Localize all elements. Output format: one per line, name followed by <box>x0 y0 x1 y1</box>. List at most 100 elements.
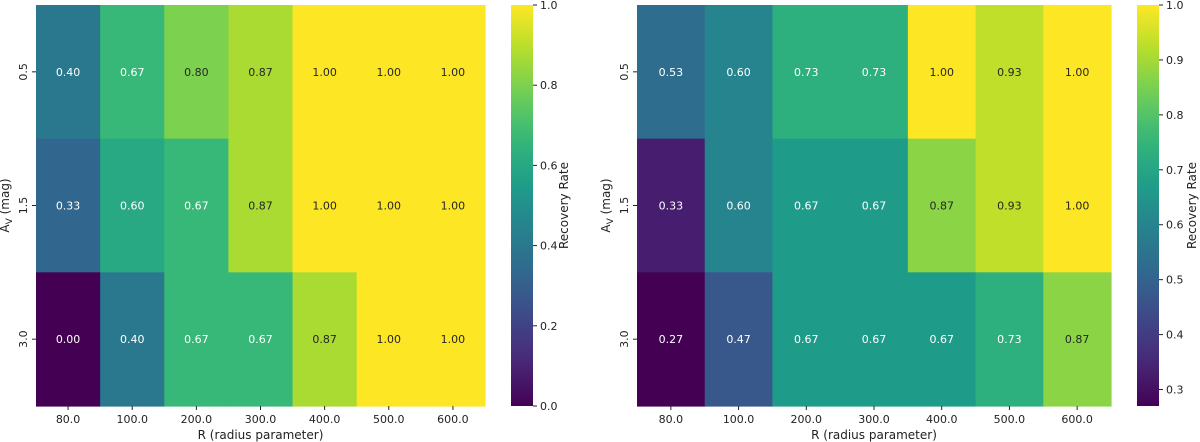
x-tick-label: 400.0 <box>309 413 341 426</box>
heatmap-panel-1: 0.40 0.67 0.80 0.87 1.00 1.00 1.00 0.33 0.60 0.67… <box>0 0 571 442</box>
x-tick-label: 100.0 <box>116 413 148 426</box>
cell-value-label: 1.00 <box>312 66 337 79</box>
heatmap-cell <box>228 5 294 140</box>
heatmap-cell <box>100 5 165 140</box>
heatmap-cell <box>36 272 101 407</box>
cell-value-label: 0.33 <box>659 200 684 213</box>
heatmap-cell <box>292 138 358 273</box>
colorbar-tick-label: 0.4 <box>540 240 558 253</box>
cell-value-label: 1.00 <box>1065 200 1090 213</box>
cell-value-label: 0.73 <box>997 333 1022 346</box>
y-axis-label: AV (mag) <box>0 178 15 232</box>
cell-value-label: 0.80 <box>184 66 209 79</box>
x-tick-label: 100.0 <box>723 413 755 426</box>
cell-value-label: 0.67 <box>794 200 819 213</box>
cell-value-label: 0.87 <box>1065 333 1090 346</box>
heatmap-cell <box>772 138 841 273</box>
heatmap-cell <box>704 5 774 140</box>
colorbar-tick-label: 0.3 <box>1166 384 1184 397</box>
x-axis-label: R (radius parameter) <box>198 428 324 442</box>
x-tick-label: 400.0 <box>926 413 958 426</box>
cell-value-label: 0.67 <box>929 333 954 346</box>
cell-value-label: 0.00 <box>56 333 81 346</box>
cell-value-label: 0.60 <box>120 200 145 213</box>
colorbar <box>1137 5 1159 406</box>
x-tick-label: 300.0 <box>858 413 890 426</box>
x-tick-label: 500.0 <box>373 413 405 426</box>
heatmap-cell <box>420 5 486 140</box>
colorbar-tick-label: 0.9 <box>1166 54 1184 67</box>
y-tick-label: 1.5 <box>17 197 30 215</box>
heatmap-cell <box>36 138 101 273</box>
x-tick-label: 500.0 <box>994 413 1026 426</box>
colorbar-tick-label: 0.6 <box>1166 219 1184 232</box>
heatmap-cell <box>907 5 977 140</box>
heatmap-cell <box>100 138 165 273</box>
x-tick-label: 200.0 <box>181 413 213 426</box>
cell-value-label: 0.87 <box>929 200 954 213</box>
heatmap-cell <box>164 138 230 273</box>
heatmap-cell <box>704 272 774 407</box>
cell-value-label: 0.67 <box>862 200 887 213</box>
colorbar-tick-label: 0.8 <box>540 79 558 92</box>
heatmap-cell <box>907 272 977 407</box>
heatmap-cell <box>36 5 101 140</box>
heatmap-cell <box>164 5 230 140</box>
x-tick-label: 200.0 <box>791 413 823 426</box>
cell-value-label: 1.00 <box>441 200 466 213</box>
heatmap-cell <box>975 272 1044 407</box>
heatmap-cell <box>228 272 294 407</box>
heatmap-panel-2: 0.53 0.60 0.73 0.73 1.00 0.93 1.00 0.33 0.60 0.67… <box>599 0 1199 442</box>
x-tick-label: 80.0 <box>56 413 81 426</box>
cell-value-label: 1.00 <box>929 66 954 79</box>
heatmap-cell <box>420 138 486 273</box>
x-tick-label: 80.0 <box>659 413 684 426</box>
cell-value-label: 0.33 <box>56 200 81 213</box>
heatmap-cell <box>100 272 165 407</box>
cell-value-label: 0.93 <box>997 66 1022 79</box>
x-tick-label: 600.0 <box>437 413 469 426</box>
heatmap-cell <box>356 138 422 273</box>
cell-value-label: 0.47 <box>726 333 751 346</box>
heatmap-cell <box>1043 272 1112 407</box>
cell-value-label: 0.53 <box>659 66 684 79</box>
colorbar-label: Recovery Rate <box>1185 162 1199 249</box>
y-tick-label: 0.5 <box>618 63 631 81</box>
heatmap-cell <box>164 272 230 407</box>
colorbar-tick-label: 1.0 <box>540 0 558 12</box>
cell-value-label: 0.67 <box>184 200 209 213</box>
colorbar <box>511 5 533 406</box>
colorbar-tick-label: 0.6 <box>540 159 558 172</box>
colorbar-tick-label: 0.5 <box>1166 274 1184 287</box>
cell-value-label: 0.67 <box>794 333 819 346</box>
colorbar-tick-label: 0.0 <box>540 400 558 413</box>
cell-value-label: 1.00 <box>377 66 402 79</box>
heatmap-cell <box>840 138 909 273</box>
cell-value-label: 0.67 <box>248 333 273 346</box>
x-tick-label: 300.0 <box>245 413 277 426</box>
y-tick-label: 3.0 <box>618 330 631 348</box>
heatmap-cell <box>292 272 358 407</box>
heatmap-cell <box>840 272 909 407</box>
colorbar-tick-label: 0.8 <box>1166 109 1184 122</box>
cell-value-label: 1.00 <box>377 200 402 213</box>
x-axis-label: R (radius parameter) <box>811 428 937 442</box>
cell-value-label: 1.00 <box>1065 66 1090 79</box>
y-tick-label: 3.0 <box>17 330 30 348</box>
cell-value-label: 0.60 <box>726 200 751 213</box>
heatmap-cell <box>704 138 774 273</box>
cell-value-label: 1.00 <box>377 333 402 346</box>
x-tick-label: 600.0 <box>1061 413 1093 426</box>
cell-value-label: 0.87 <box>248 200 273 213</box>
y-axis-label: AV (mag) <box>599 178 616 232</box>
colorbar-tick-label: 1.0 <box>1166 0 1184 12</box>
heatmap-cell <box>420 272 486 407</box>
heatmap-cell <box>975 5 1044 140</box>
colorbar-tick-label: 0.4 <box>1166 329 1184 342</box>
cell-value-label: 1.00 <box>441 333 466 346</box>
cell-value-label: 0.60 <box>726 66 751 79</box>
cell-value-label: 0.73 <box>862 66 887 79</box>
heatmap-cell <box>772 5 841 140</box>
cell-value-label: 0.40 <box>120 333 145 346</box>
